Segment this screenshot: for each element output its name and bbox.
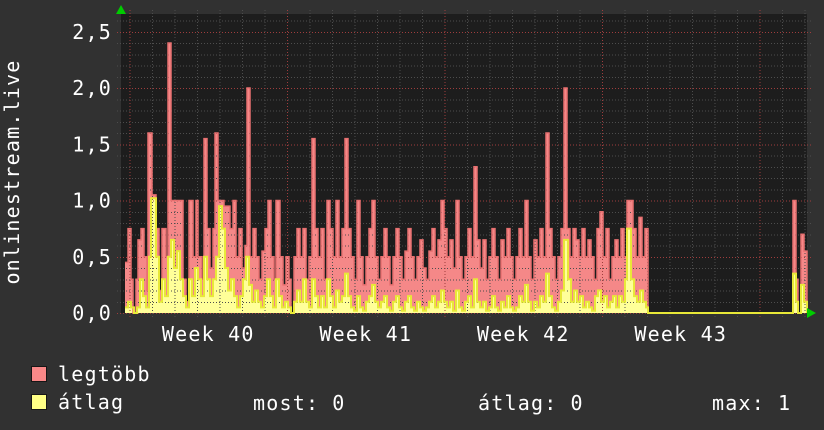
stat-max-value: 1 [777, 391, 792, 415]
legend-label-legtobb: legtöbb [58, 362, 151, 386]
y-tick-label: 1,5 [72, 132, 112, 156]
stat-max: max: 1 [712, 393, 791, 413]
legend-item-legtobb: legtöbb [31, 364, 151, 384]
stat-most-label: most: [253, 391, 320, 415]
y-tick-label: 0,0 [72, 301, 112, 325]
legend-swatch-atlag [31, 394, 47, 410]
y-tick-label: 2,5 [72, 20, 112, 44]
stat-atlag-value: 0 [570, 391, 584, 415]
stat-most-value: 0 [332, 391, 346, 415]
x-week-label: Week 41 [319, 322, 412, 346]
y-tick-label: 0,5 [72, 245, 112, 269]
x-week-label: Week 42 [477, 322, 570, 346]
legend-label-atlag: átlag [58, 390, 125, 414]
x-week-label: Week 40 [162, 322, 255, 346]
y-tick-label: 1,0 [72, 189, 112, 213]
stat-max-label: max: [712, 391, 765, 415]
traffic-chart: 0,0 0,5 1,0 1,5 2,0 2,5 Week 40 Week 41 Week 42 W… [72, 5, 816, 346]
stat-atlag: átlag: 0 [478, 393, 584, 413]
stat-most: most: 0 [253, 393, 345, 413]
legend-swatch-legtobb [31, 366, 47, 382]
stat-atlag-label: átlag: [478, 391, 558, 415]
legend-item-atlag: átlag [31, 392, 124, 412]
x-week-label: Week 43 [634, 322, 727, 346]
y-tick-label: 2,0 [72, 76, 112, 100]
